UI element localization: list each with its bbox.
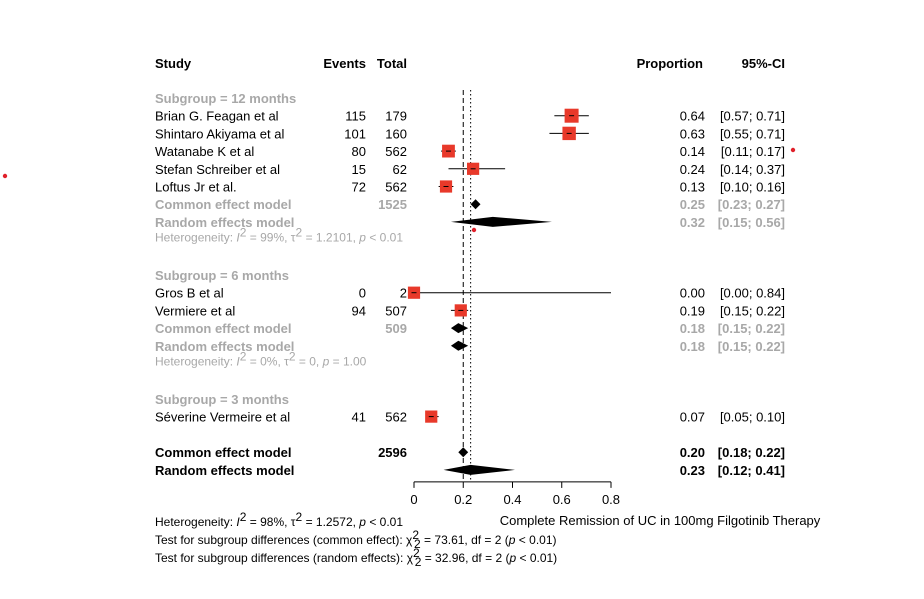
forest-marks <box>407 108 611 475</box>
study-events: 94 <box>352 303 366 318</box>
study-ci: [0.14; 0.37] <box>720 162 785 177</box>
study-proportion: 0.14 <box>680 144 705 159</box>
common-effect-diamond <box>470 199 481 210</box>
study-ci: [0.15; 0.22] <box>720 303 785 318</box>
study-proportion: 0.64 <box>680 109 705 124</box>
common-effect-diamond <box>450 323 469 334</box>
study-events: 115 <box>345 109 366 124</box>
study-total: 507 <box>385 303 407 318</box>
footer-heterogeneity: Heterogeneity: I2 = 98%, τ2 = 1.2572, p … <box>155 510 403 529</box>
common-effect-ci: [0.15; 0.22] <box>718 321 785 336</box>
overall-common-total: 2596 <box>378 445 407 460</box>
study-name: Loftus Jr et al. <box>155 180 237 195</box>
common-effect-label: Common effect model <box>155 197 292 212</box>
study-name: Gros B et al <box>155 286 224 301</box>
random-effects-diamond <box>450 216 552 227</box>
overall-random-proportion: 0.23 <box>680 463 705 478</box>
study-ci: [0.10; 0.16] <box>720 180 785 195</box>
study-name: Vermiere et al <box>155 303 235 318</box>
x-axis: 0 0.2 0.4 0.6 0.8 <box>410 481 620 507</box>
header-proportion: Proportion <box>637 56 703 71</box>
study-proportion: 0.19 <box>680 303 705 318</box>
study-events: 80 <box>352 144 366 159</box>
study-total: 562 <box>385 410 407 425</box>
study-total: 562 <box>385 144 407 159</box>
study-ci: [0.11; 0.17] <box>721 144 785 159</box>
study-total: 179 <box>385 109 407 124</box>
x-tick-label: 0.2 <box>454 492 472 507</box>
overall-common-diamond <box>458 447 469 458</box>
header-study: Study <box>155 56 192 71</box>
header-ci: 95%-CI <box>742 56 785 71</box>
overall-random-diamond <box>443 464 515 475</box>
study-proportion: 0.07 <box>680 410 705 425</box>
study-proportion: 0.13 <box>680 180 705 195</box>
stray-dot <box>790 147 796 153</box>
study-ci: [0.57; 0.71] <box>720 109 785 124</box>
footer-test-random: Test for subgroup differences (random ef… <box>155 546 557 569</box>
study-name: Stefan Schreiber et al <box>155 162 280 177</box>
study-name: Brian G. Feagan et al <box>155 109 279 124</box>
study-ci: [0.05; 0.10] <box>720 410 785 425</box>
common-effect-label: Common effect model <box>155 321 292 336</box>
common-effect-proportion: 0.18 <box>680 321 705 336</box>
study-name: Shintaro Akiyama et al <box>155 126 284 141</box>
x-tick-label: 0 <box>410 492 417 507</box>
random-effects-ci: [0.15; 0.56] <box>718 215 785 230</box>
footer-test-common: Test for subgroup differences (common ef… <box>155 528 557 551</box>
random-effects-proportion: 0.18 <box>680 339 705 354</box>
overall-common-ci: [0.18; 0.22] <box>718 445 785 460</box>
study-proportion: 0.24 <box>680 162 705 177</box>
reference-lines <box>462 90 472 482</box>
subgroup-label: Subgroup = 6 months <box>155 268 289 283</box>
study-total: 160 <box>385 126 407 141</box>
study-total: 62 <box>393 162 407 177</box>
overall-random-ci: [0.12; 0.41] <box>718 463 785 478</box>
study-events: 0 <box>359 286 366 301</box>
study-events: 101 <box>344 126 366 141</box>
subgroup-heterogeneity: Heterogeneity: I2 = 0%, τ2 = 0, p = 1.00 <box>155 350 367 369</box>
study-proportion: 0.00 <box>680 286 705 301</box>
overall-common-proportion: 0.20 <box>680 445 705 460</box>
study-name: Séverine Vermeire et al <box>155 410 290 425</box>
study-events: 72 <box>352 180 366 195</box>
random-effects-label: Random effects model <box>155 339 294 354</box>
common-effect-total: 1525 <box>378 197 407 212</box>
subgroup-heterogeneity: Heterogeneity: I2 = 99%, τ2 = 1.2101, p … <box>155 226 403 245</box>
study-total: 562 <box>385 180 407 195</box>
stray-dot <box>471 227 477 233</box>
header-total: Total <box>377 56 407 71</box>
study-name: Watanabe K et al <box>155 144 254 159</box>
x-tick-label: 0.6 <box>553 492 571 507</box>
study-ci: [0.00; 0.84] <box>720 286 785 301</box>
x-axis-label: Complete Remission of UC in 100mg Filgot… <box>500 513 821 528</box>
stray-dot <box>2 173 8 179</box>
study-proportion: 0.63 <box>680 126 705 141</box>
common-effect-proportion: 0.25 <box>680 197 705 212</box>
overall-common-label: Common effect model <box>155 445 292 460</box>
random-effects-ci: [0.15; 0.22] <box>718 339 785 354</box>
random-effects-proportion: 0.32 <box>680 215 705 230</box>
study-ci: [0.55; 0.71] <box>720 126 785 141</box>
common-effect-total: 509 <box>385 321 407 336</box>
subgroup-label: Subgroup = 12 months <box>155 91 296 106</box>
study-events: 15 <box>352 162 366 177</box>
study-total: 2 <box>400 286 407 301</box>
overall-random-label: Random effects model <box>155 463 294 478</box>
forest-rows: Subgroup = 12 months Brian G. Feagan et a… <box>155 91 785 478</box>
header-events: Events <box>323 56 366 71</box>
random-effects-diamond <box>450 340 469 351</box>
x-tick-label: 0.4 <box>503 492 521 507</box>
study-events: 41 <box>352 410 366 425</box>
random-effects-label: Random effects model <box>155 215 294 230</box>
subgroup-label: Subgroup = 3 months <box>155 392 289 407</box>
x-tick-label: 0.8 <box>602 492 620 507</box>
common-effect-ci: [0.23; 0.27] <box>718 197 785 212</box>
